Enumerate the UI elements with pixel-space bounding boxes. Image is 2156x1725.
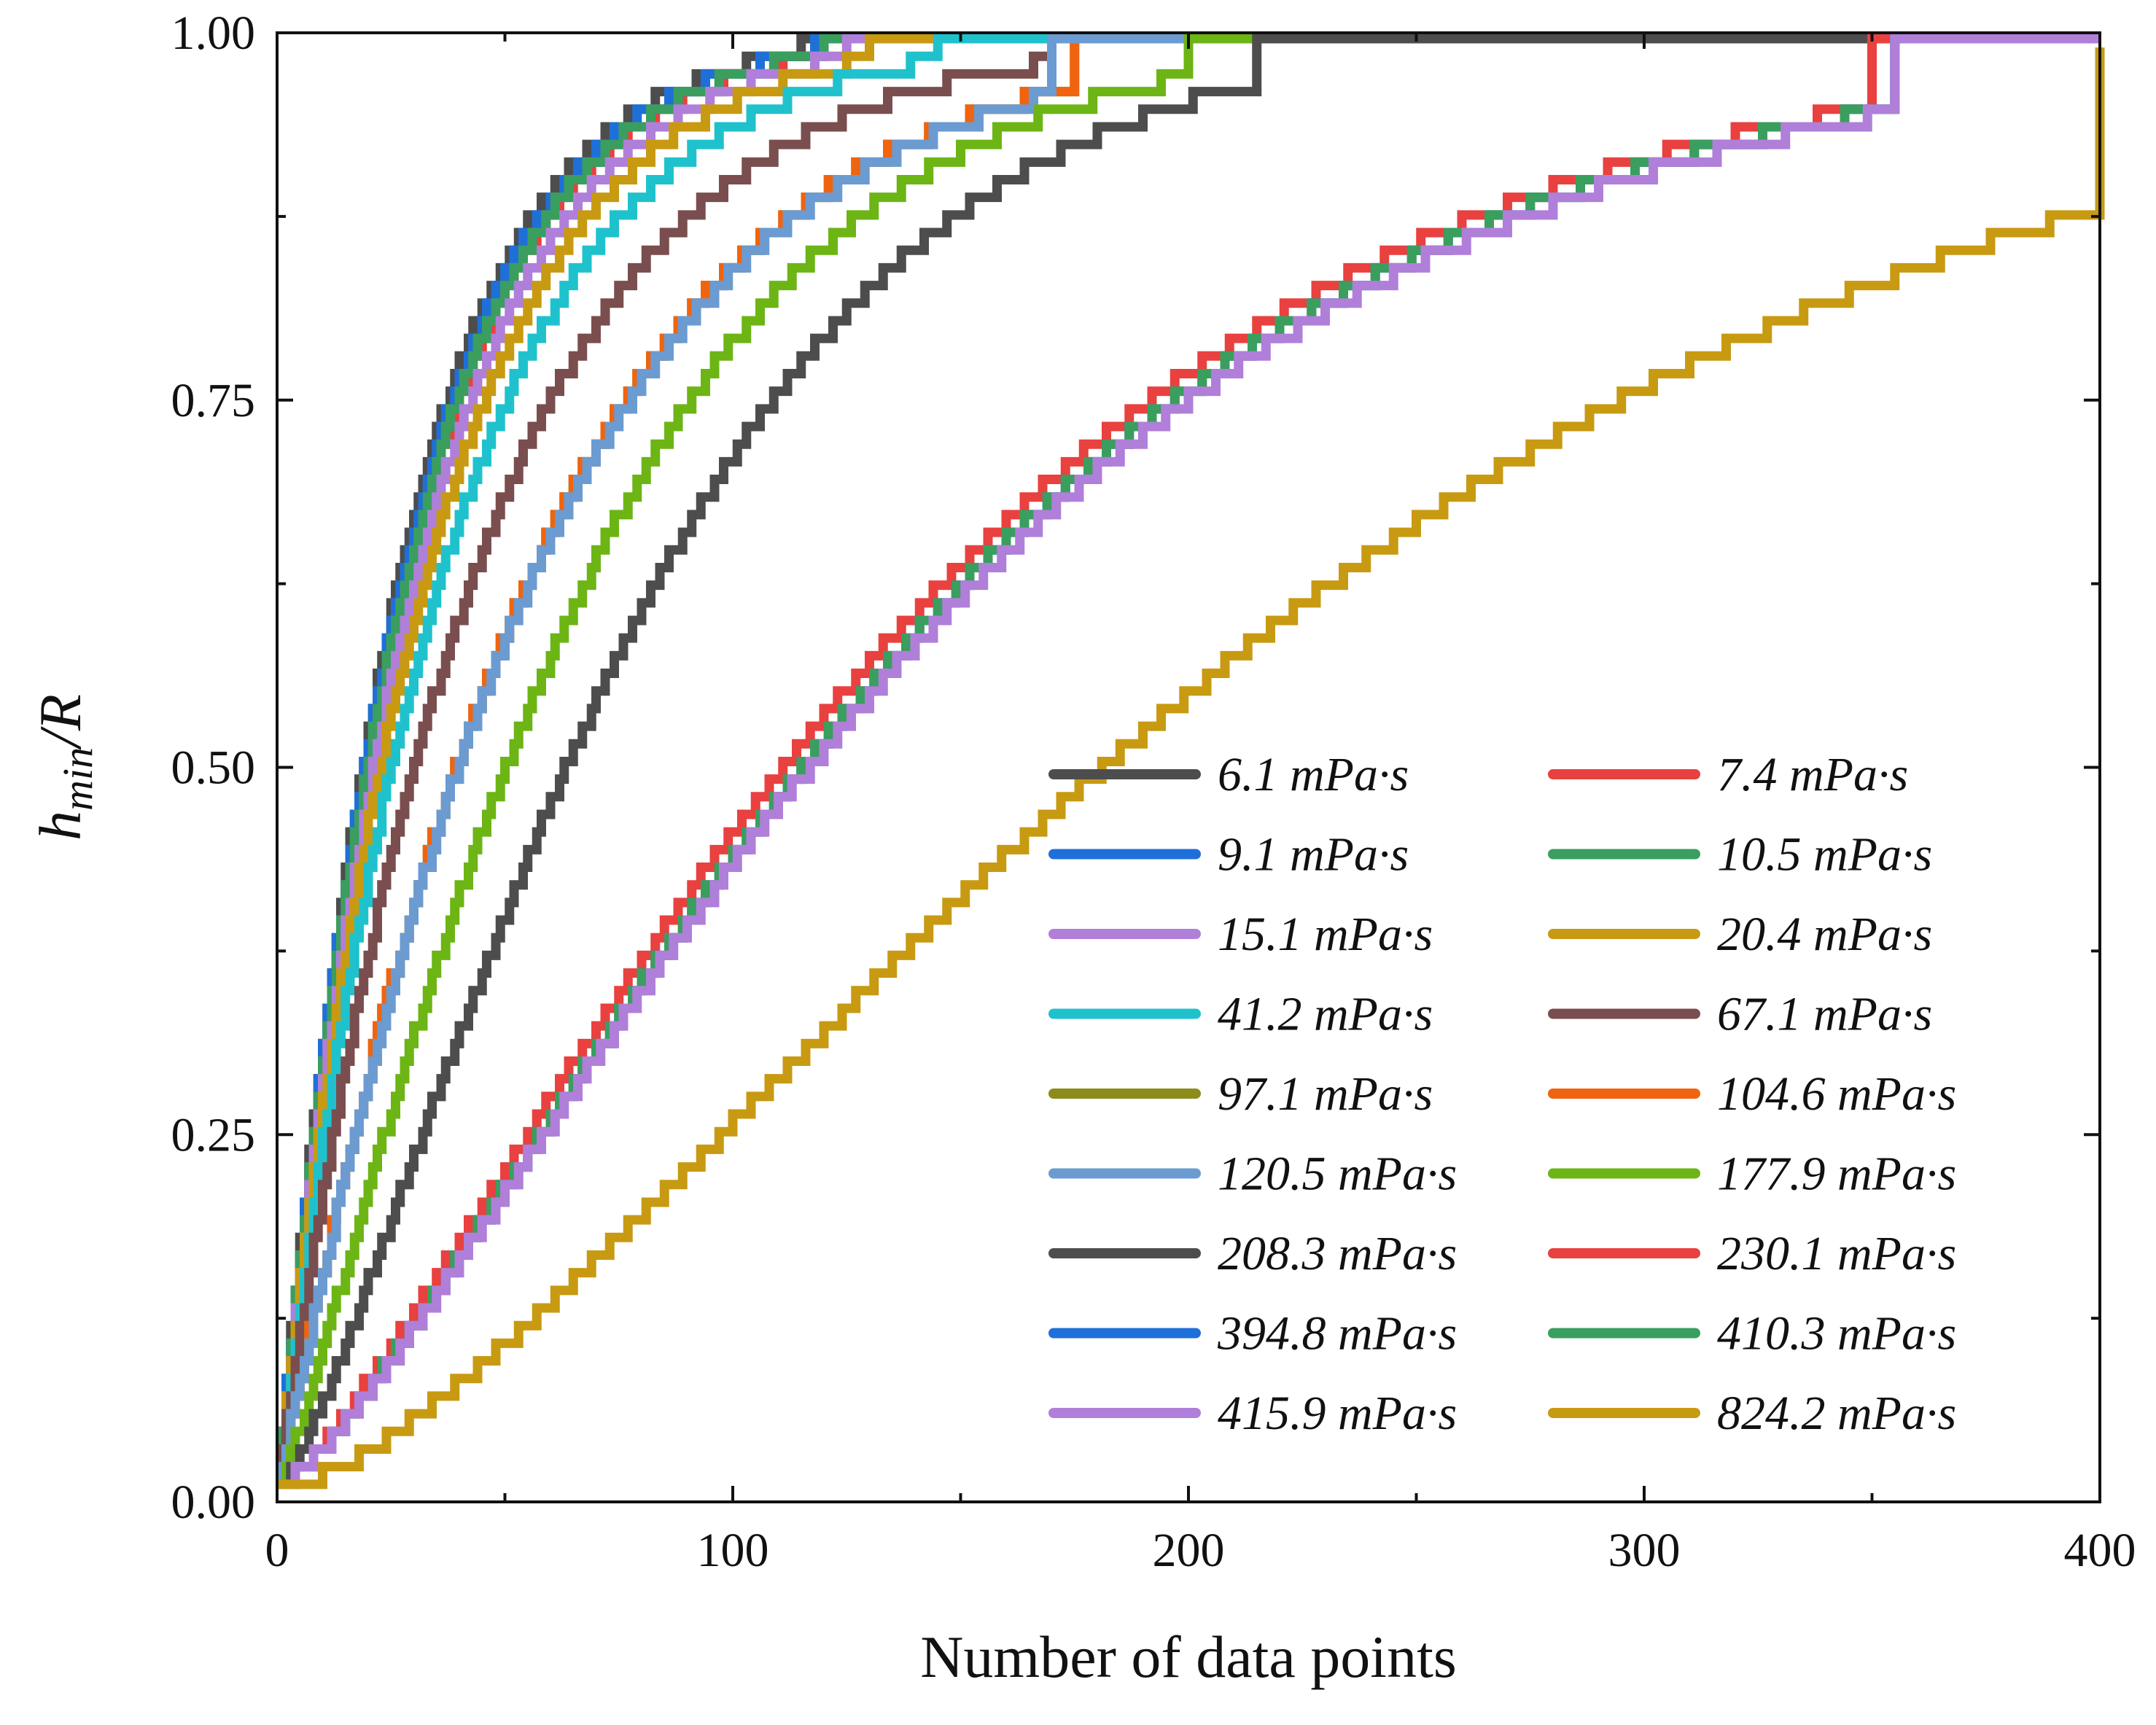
y-axis-title-base: h xyxy=(27,811,93,841)
x-axis-ticks: 0 100 200 300 400 xyxy=(265,33,2136,1577)
y-tick-label-2: 0.50 xyxy=(171,741,256,795)
x-tick-label-3: 300 xyxy=(1608,1524,1681,1577)
legend-label-10: 120.5 mPa·s xyxy=(1218,1148,1457,1201)
y-tick-label-1: 0.25 xyxy=(171,1108,256,1161)
series-line-13 xyxy=(277,34,2100,1490)
y-tick-label-0: 0.00 xyxy=(171,1476,256,1529)
series-line-17 xyxy=(277,47,2105,1490)
series-lines xyxy=(276,34,2105,1490)
legend-label-11: 177.9 mPa·s xyxy=(1717,1148,1956,1201)
x-axis-title: Number of data points xyxy=(920,1624,1457,1690)
y-axis-ticks: 0.00 0.25 0.50 0.75 1.00 xyxy=(171,7,2100,1529)
legend-label-14: 394.8 mPa·s xyxy=(1217,1307,1457,1360)
y-axis-title: hmin/R xyxy=(27,694,101,841)
legend-label-5: 20.4 mPa·s xyxy=(1717,908,1932,961)
legend-label-9: 104.6 mPa·s xyxy=(1717,1067,1956,1121)
legend-label-12: 208.3 mPa·s xyxy=(1218,1227,1457,1280)
legend-label-15: 410.3 mPa·s xyxy=(1717,1307,1956,1360)
y-tick-label-4: 1.00 xyxy=(171,7,256,60)
x-tick-label-2: 200 xyxy=(1153,1524,1225,1577)
legend-label-16: 415.9 mPa·s xyxy=(1218,1387,1457,1440)
legend-label-13: 230.1 mPa·s xyxy=(1717,1227,1956,1280)
legend-label-1: 7.4 mPa·s xyxy=(1717,748,1908,801)
legend-label-0: 6.1 mPa·s xyxy=(1218,748,1409,801)
series-line-12 xyxy=(277,34,2100,1490)
legend-label-2: 9.1 mPa·s xyxy=(1218,828,1409,881)
legend-label-17: 824.2 mPa·s xyxy=(1717,1387,1956,1440)
legend-label-6: 41.2 mPa·s xyxy=(1218,988,1433,1041)
y-axis-title-tail: /R xyxy=(27,694,93,750)
legend-label-7: 67.1 mPa·s xyxy=(1717,988,1932,1041)
x-tick-label-1: 100 xyxy=(697,1524,769,1577)
y-axis-title-subscript: min xyxy=(54,747,101,811)
legend-label-4: 15.1 mPa·s xyxy=(1218,908,1433,961)
legend-label-8: 97.1 mPa·s xyxy=(1218,1067,1433,1121)
legend: 6.1 mPa·s 7.4 mPa·s 9.1 mPa·s 10.5 mPa·s 15.… xyxy=(1048,748,1956,1440)
series-line-16 xyxy=(277,34,2100,1490)
legend-label-3: 10.5 mPa·s xyxy=(1717,828,1932,881)
x-tick-label-4: 400 xyxy=(2064,1524,2136,1577)
x-tick-label-0: 0 xyxy=(265,1524,289,1577)
y-tick-label-3: 0.75 xyxy=(171,374,256,427)
